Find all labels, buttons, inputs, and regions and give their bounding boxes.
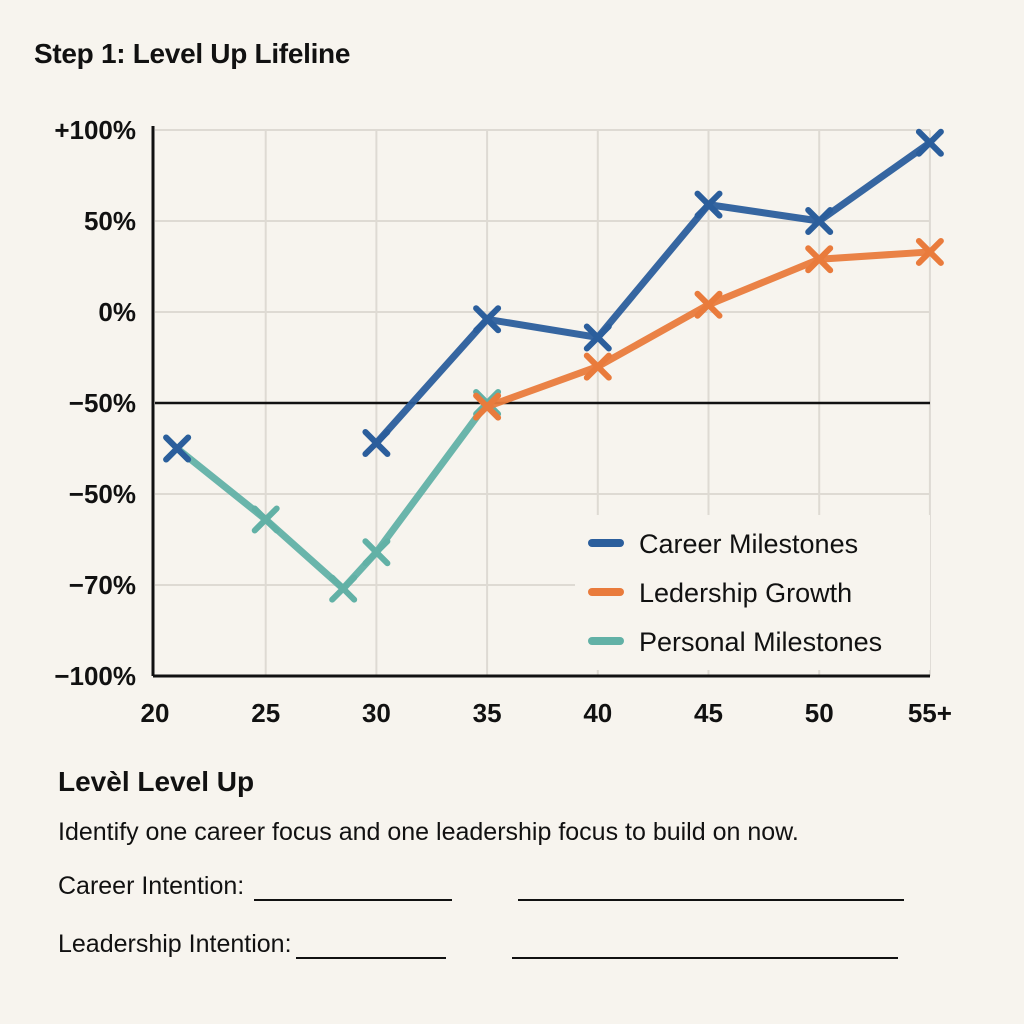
x-tick-label: 40 — [583, 698, 612, 728]
marker-stroke — [473, 305, 502, 334]
marker-stroke — [473, 392, 502, 421]
series-line-career-milestones — [372, 139, 934, 447]
leadership-intention-field-2[interactable] — [511, 933, 898, 959]
marker-stroke — [251, 505, 280, 534]
x-tick-label: 30 — [362, 698, 391, 728]
marker-stroke — [915, 128, 944, 157]
instruction-text: Identify one career focus and one leader… — [58, 818, 799, 846]
data-point-marker — [915, 128, 944, 157]
x-tick-label: 50 — [805, 698, 834, 728]
x-tick-label: 55+ — [908, 698, 952, 728]
career-intention-label: Career Intention: — [58, 872, 245, 900]
marker-stroke — [329, 574, 358, 603]
marker-stroke — [694, 290, 723, 319]
career-intention-field[interactable] — [254, 875, 453, 901]
data-point-marker — [362, 429, 391, 458]
leadership-intention-label: Leadership Intention: — [58, 930, 292, 958]
data-point-marker — [805, 245, 834, 274]
legend-label: Career Milestones — [639, 529, 858, 559]
data-point-marker — [163, 434, 192, 463]
leadership-intention-row: Leadership Intention: — [58, 930, 898, 959]
y-tick-label: −70% — [69, 570, 136, 600]
data-point-marker — [251, 505, 280, 534]
marker-stroke — [583, 352, 612, 381]
y-tick-label: 50% — [84, 206, 136, 236]
legend-label: Ledership Growth — [639, 578, 852, 608]
marker-stroke — [915, 237, 944, 266]
data-point-marker — [694, 290, 723, 319]
series-line-personal-milestones — [173, 399, 491, 593]
x-tick-label: 25 — [251, 698, 280, 728]
data-point-marker — [473, 392, 502, 421]
y-tick-label: 0% — [98, 297, 136, 327]
data-point-marker — [583, 323, 612, 352]
marker-stroke — [362, 538, 391, 567]
marker-stroke — [694, 190, 723, 219]
data-point-marker — [473, 305, 502, 334]
y-tick-label: −50% — [69, 388, 136, 418]
data-point-marker — [915, 237, 944, 266]
y-tick-label: −100% — [54, 661, 136, 691]
marker-stroke — [583, 323, 612, 352]
legend-background — [575, 515, 930, 670]
y-tick-label: −50% — [69, 479, 136, 509]
x-tick-label: 20 — [141, 698, 170, 728]
legend-label: Personal Milestones — [639, 627, 882, 657]
x-tick-label: 35 — [473, 698, 502, 728]
marker-stroke — [163, 434, 192, 463]
legend: Career Milestones Ledership Growth Persona… — [575, 515, 930, 670]
career-intention-row: Career Intention: — [58, 872, 905, 901]
data-point-marker — [805, 207, 834, 235]
y-tick-label: +100% — [54, 115, 136, 145]
chart-title: Step 1: Level Up Lifeline — [34, 38, 351, 69]
data-point-marker — [362, 538, 391, 567]
data-point-marker — [694, 190, 723, 219]
marker-stroke — [805, 207, 834, 235]
leadership-intention-field[interactable] — [295, 933, 446, 959]
x-tick-label: 45 — [694, 698, 723, 728]
marker-stroke — [805, 245, 834, 274]
section-title: Levèl Level Up — [58, 766, 255, 797]
career-intention-field-2[interactable] — [518, 875, 905, 901]
lifeline-chart: +100% 50% 0% −50% −50% −70% −100%20 25 30 35 40 45 5… — [54, 115, 952, 728]
data-point-marker — [583, 352, 612, 381]
data-point-marker — [329, 574, 358, 603]
marker-stroke — [362, 429, 391, 458]
